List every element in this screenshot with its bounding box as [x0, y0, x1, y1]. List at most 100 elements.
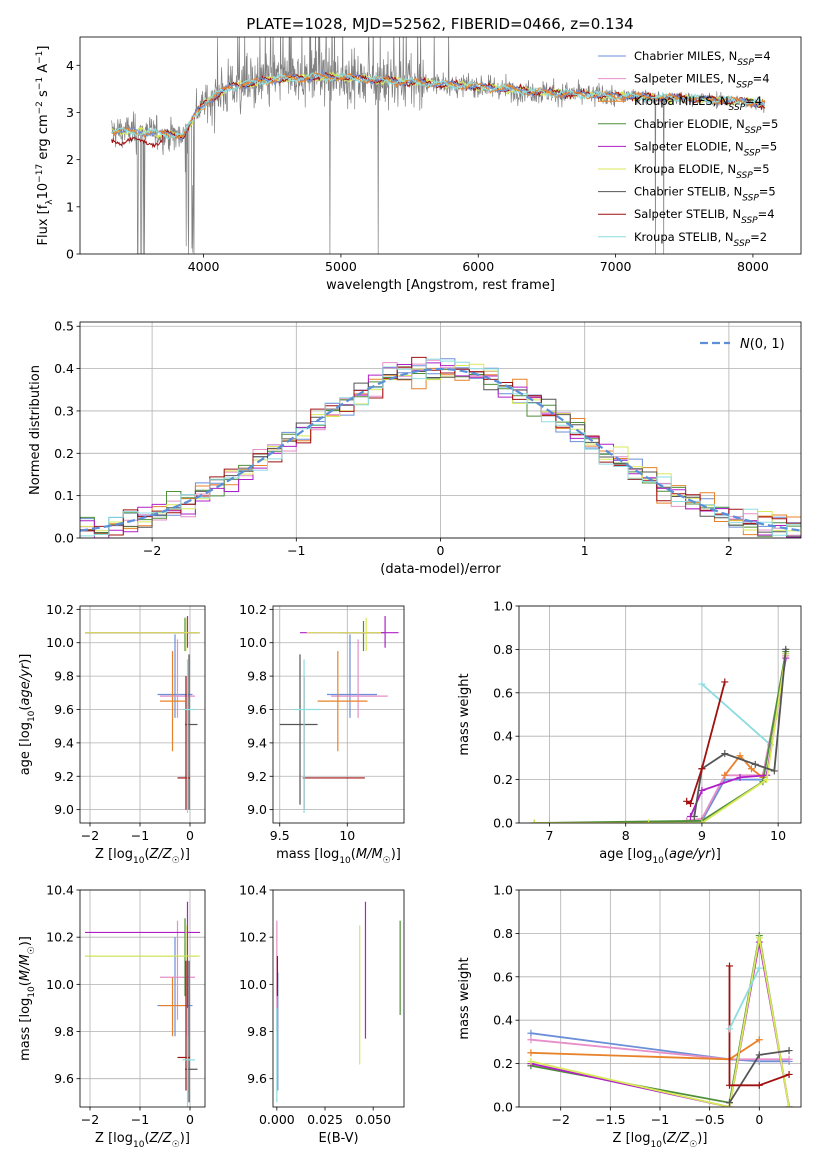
- chart-mass-vs-ebv-plot-area: [276, 901, 401, 1103]
- chart-age-vs-mass-ytick-label: 9.4: [247, 735, 267, 750]
- chart-age-vs-Z-ytick-label: 9.4: [54, 735, 74, 750]
- chart-residuals-ytick-label: 0.2: [54, 446, 74, 461]
- chart-mass-vs-ebv-xtick-label: 0.000: [259, 1112, 295, 1127]
- chart-weight-vs-Z-ytick-label: 1.0: [493, 883, 513, 898]
- chart-age-vs-Z-plot-area: [85, 616, 200, 813]
- chart-spectrum-xtick-label: 5000: [325, 259, 357, 274]
- chart-residuals-ytick-label: 0.1: [54, 488, 74, 503]
- weight-line: [686, 681, 726, 805]
- weight-marker: [763, 776, 771, 784]
- chart-weight-vs-Z-xtick-label: −1: [651, 1112, 669, 1127]
- chart-weight-vs-Z-xtick-label: 0: [755, 1112, 763, 1127]
- figure-title: PLATE=1028, MJD=52562, FIBERID=0466, z=0…: [246, 15, 633, 33]
- chart-weight-vs-age-ytick-label: 0.2: [493, 772, 513, 787]
- chart-residuals-xtick-label: 2: [725, 543, 733, 558]
- chart-residuals-ylabel: Normed distribution: [28, 365, 43, 495]
- chart-age-vs-Z-spines: [79, 605, 206, 824]
- weight-marker: [755, 934, 763, 942]
- legend-label: N(0, 1): [740, 337, 785, 352]
- chart-age-vs-mass-frame: 9.5 10 9.0 9.2 9.4 9.6 9.8 10.0 10.2 mass [log10(…: [239, 602, 405, 866]
- chart-spectrum-ytick-label: 1: [66, 199, 74, 214]
- legend-label: Chabrier MILES, NSSP=4: [634, 49, 771, 68]
- weight-marker: [747, 765, 755, 773]
- chart-weight-vs-Z-ytick-label: 0.4: [493, 1013, 513, 1028]
- weight-marker: [690, 812, 698, 820]
- chart-weight-vs-age-spines: [518, 605, 802, 824]
- weight-line: [701, 683, 772, 746]
- residuals-legend: N(0, 1): [700, 337, 785, 352]
- chart-weight-vs-Z-xtick-label: −2: [551, 1112, 569, 1127]
- chart-age-vs-Z-ylabel: age [log10(age/yr)]: [18, 654, 37, 776]
- chart-weight-vs-Z-ytick-label: 0.6: [493, 969, 513, 984]
- weight-marker: [527, 1049, 535, 1057]
- chart-spectrum-spines: [79, 36, 802, 255]
- weight-marker: [527, 1029, 535, 1037]
- chart-age-vs-Z-axes: [80, 606, 205, 823]
- chart-weight-vs-age-xtick-label: 9: [698, 828, 706, 843]
- residual-histogram: [80, 358, 801, 537]
- chart-mass-vs-Z-ytick-label: 10.4: [46, 883, 74, 898]
- chart-weight-vs-age-xlabel: age [log10(age/yr)]: [599, 847, 721, 866]
- weight-marker: [698, 765, 706, 773]
- chart-mass-vs-ebv-spines: [272, 889, 405, 1108]
- chart-weight-vs-Z-ylabel: mass weight: [457, 957, 472, 1039]
- chart-weight-vs-age-ytick-label: 0.6: [493, 685, 513, 700]
- chart-mass-vs-Z-frame: −2 −1 0 9.6 9.8 10.0 10.2 10.4 Z [log10(Z/Z☉)] ma…: [18, 883, 206, 1150]
- chart-mass-vs-ebv-frame: 0.000 0.025 0.050 9.6 9.8 10.0 10.2 10.4 E(B-V): [239, 883, 405, 1146]
- chart-spectrum-plot-area: [111, 37, 766, 254]
- legend-label: Chabrier ELODIE, NSSP=5: [634, 117, 778, 136]
- chart-mass-vs-Z-xtick-label: −2: [81, 1112, 99, 1127]
- weight-line: [530, 1038, 790, 1061]
- chart-age-vs-mass-ytick-label: 10.2: [239, 602, 267, 617]
- weight-marker: [726, 1099, 734, 1107]
- residual-histogram: [80, 368, 801, 537]
- residual-histogram: [80, 362, 801, 538]
- chart-age-vs-mass-ytick-label: 9.8: [247, 669, 267, 684]
- chart-age-vs-Z-ytick-label: 10.2: [46, 602, 74, 617]
- chart-spectrum-xlabel: wavelength [Angstrom, rest frame]: [326, 278, 555, 293]
- chart-residuals-ytick-label: 0.4: [54, 361, 74, 376]
- weight-marker: [683, 797, 691, 805]
- weight-marker: [785, 1103, 793, 1107]
- weight-marker: [755, 1036, 763, 1044]
- weight-line: [728, 967, 761, 1030]
- chart-residuals-xtick-label: −2: [143, 543, 161, 558]
- chart-mass-vs-Z-axes: [80, 889, 205, 1107]
- chart-weight-vs-age-xtick-label: 7: [546, 828, 554, 843]
- weight-marker: [751, 760, 759, 768]
- chart-spectrum-frame: 4000 5000 6000 7000 8000 0 1 2 3 4 wavelength [Ang…: [35, 36, 802, 293]
- chart-weight-vs-age-plot-area: [530, 645, 790, 823]
- chart-weight-vs-Z-ytick-label: 0.8: [493, 926, 513, 941]
- weight-marker: [726, 1025, 734, 1033]
- chart-residuals-ytick-label: 0.3: [54, 403, 74, 418]
- chart-mass-vs-Z-xtick-label: −1: [131, 1112, 149, 1127]
- weight-line: [693, 649, 787, 817]
- weight-line: [534, 651, 787, 823]
- chart-age-vs-mass-ytick-label: 10.0: [239, 635, 267, 650]
- chart-age-vs-mass-ytick-label: 9.0: [247, 802, 267, 817]
- chart-mass-vs-Z-xlabel: Z [log10(Z/Z☉)]: [95, 1131, 190, 1150]
- spectrum-model-line: [111, 70, 766, 139]
- chart-mass-vs-Z-spines: [79, 889, 206, 1108]
- chart-age-vs-Z-frame: −2 −1 0 9.0 9.2 9.4 9.6 9.8 10.0 10.2 Z [log10(Z/Z…: [18, 602, 206, 866]
- chart-age-vs-mass-ytick-label: 9.2: [247, 769, 267, 784]
- chart-residuals-frame: −2 −1 0 1 2 0.0 0.1 0.2 0.3 0.4 0.5 (data-model)/er…: [28, 319, 802, 577]
- chart-weight-vs-Z-ytick-label: 0.2: [493, 1056, 513, 1071]
- weight-marker: [698, 680, 706, 688]
- chart-weight-vs-Z-ytick-label: 0.0: [493, 1100, 513, 1115]
- spectrum-legend: Chabrier MILES, NSSP=4 Salpeter MILES, NS…: [598, 49, 778, 249]
- legend-label: Chabrier STELIB, NSSP=5: [634, 185, 776, 204]
- chart-weight-vs-Z-plot-area: [527, 932, 793, 1107]
- chart-spectrum-xtick-label: 4000: [188, 259, 220, 274]
- chart-age-vs-Z-xtick-label: 0: [186, 828, 194, 843]
- chart-mass-vs-ebv-ytick-label: 10.4: [239, 883, 267, 898]
- weight-marker: [721, 678, 729, 686]
- weight-marker: [721, 771, 729, 779]
- chart-mass-vs-Z-ytick-label: 10.0: [46, 977, 74, 992]
- weight-marker: [755, 1051, 763, 1059]
- chart-weight-vs-Z-frame: −2 −1.5 −1 −0.5 0 0.0 0.2 0.4 0.6 0.8 1.0 Z [log10(…: [457, 883, 802, 1150]
- chart-age-vs-Z-ytick-label: 9.8: [54, 669, 74, 684]
- weight-marker: [645, 819, 653, 823]
- weight-marker: [782, 645, 790, 653]
- weight-marker: [726, 962, 734, 970]
